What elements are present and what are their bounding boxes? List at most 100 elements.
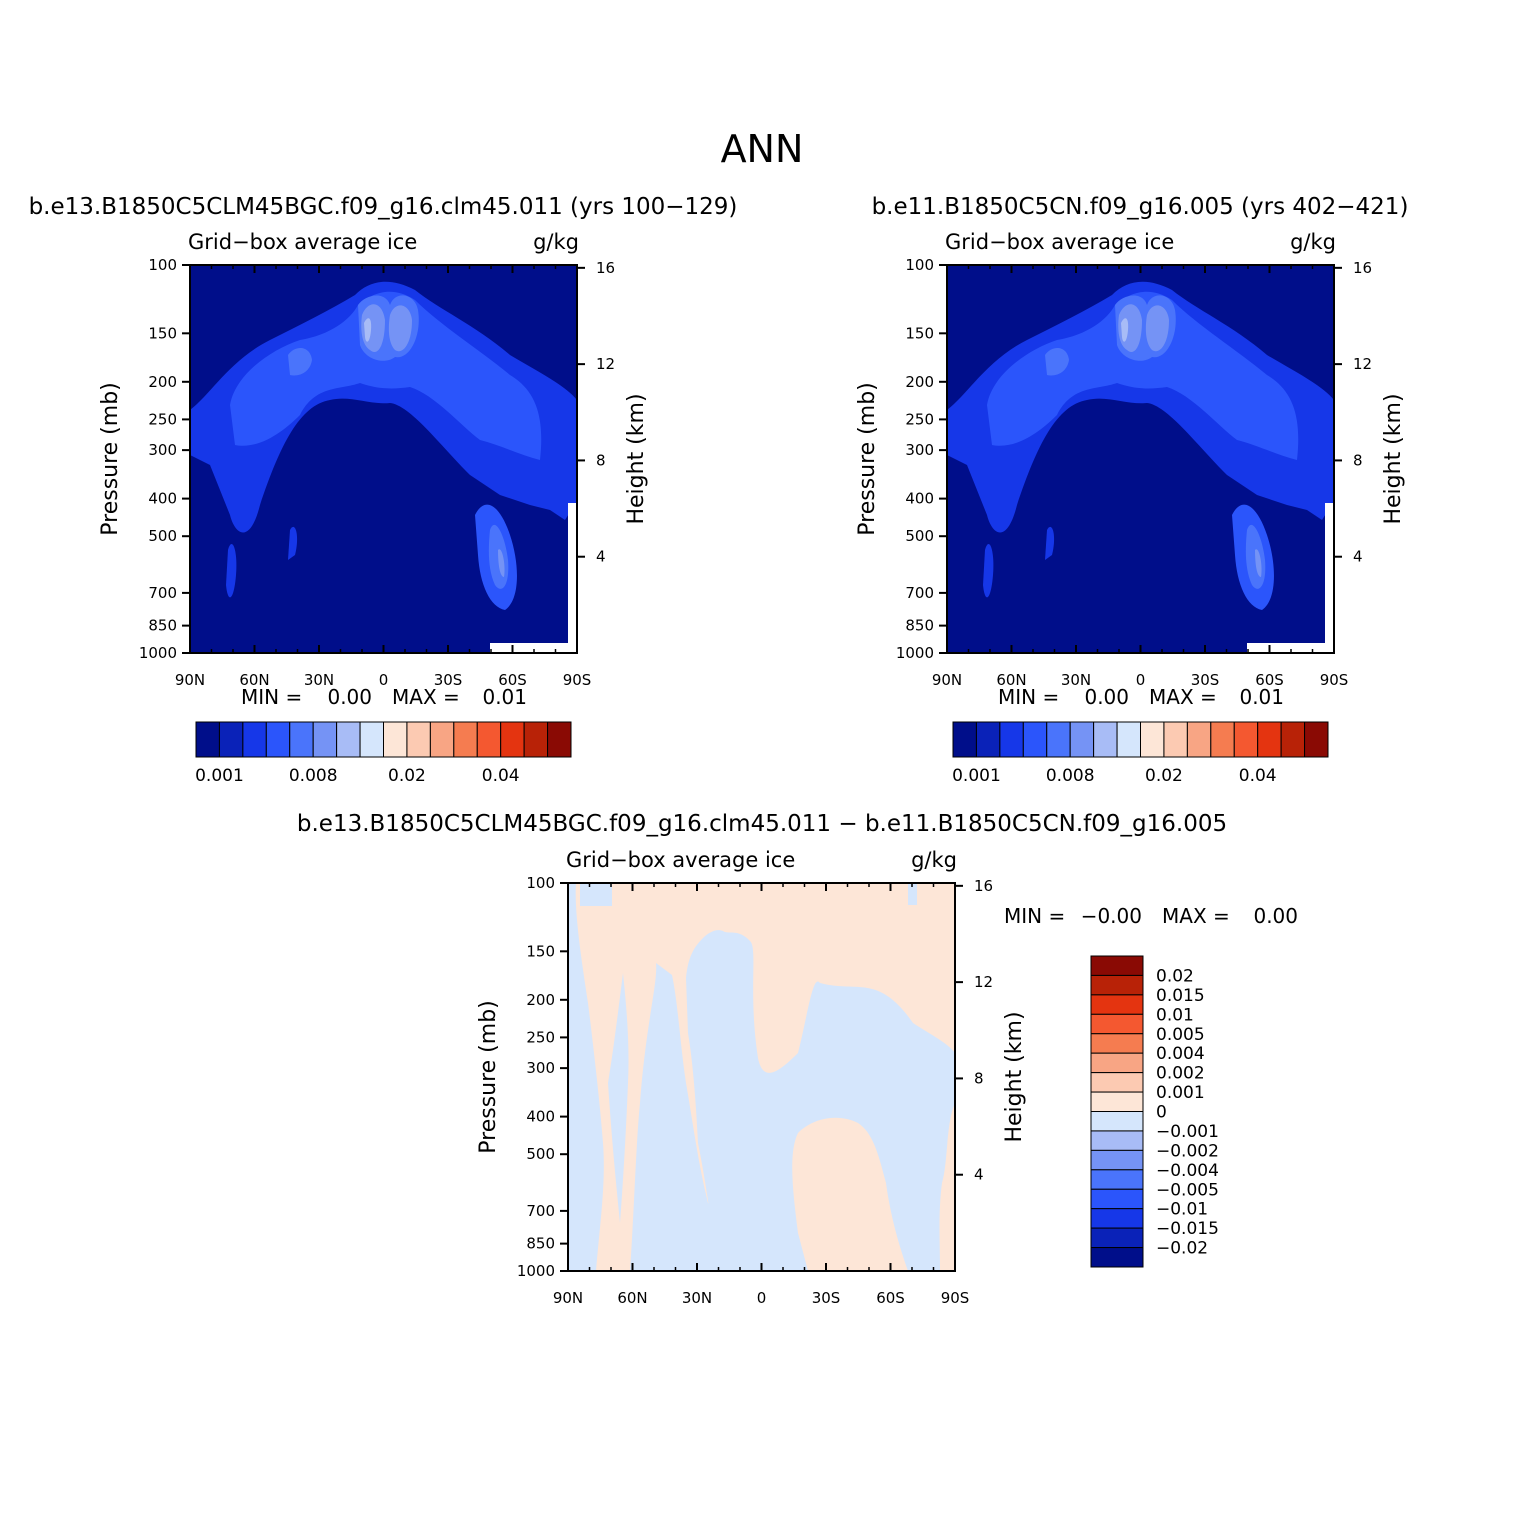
panel-1-ylabel: Pressure (mb)	[98, 382, 123, 536]
panel-2-colorbar-label: 0.008	[1046, 766, 1095, 786]
panel-3-colorbar-label: −0.005	[1156, 1180, 1219, 1200]
panel-1-colorbar-box	[242, 721, 267, 758]
panel-2-colorbar-box	[1257, 721, 1282, 758]
panel-3-ytick-label: 850	[526, 1235, 555, 1253]
panel-2-min-label: MIN =	[998, 685, 1059, 709]
panel-1-colorbar: 0.001 0.008 0.02 0.04	[195, 721, 572, 786]
panel-2-xtick-label: 60N	[996, 671, 1026, 689]
panel-2-xtick-label: 90N	[932, 671, 962, 689]
panel-1-colorbar-box	[476, 721, 502, 758]
panel-3-ytick-label: 1000	[517, 1262, 555, 1280]
panel-2-title: b.e11.B1850C5CN.f09_g16.005 (yrs 402−421…	[872, 194, 1409, 220]
panel-2-xtick-label: 60S	[1255, 671, 1284, 689]
panel-2-colorbar-box	[1280, 721, 1306, 758]
panel-1-ytick-label: 250	[148, 410, 177, 428]
panel-1-y2label: Height (km)	[624, 393, 649, 524]
panel-2-units-label: g/kg	[1290, 230, 1336, 254]
panel-2-colorbar-label: 0.02	[1145, 766, 1183, 786]
panel-3-ytick-label: 100	[526, 874, 555, 892]
panel-3-axes: 90N 60N 30N 0 30S 60S 90S 100 150 200 250 300 400 500…	[517, 874, 993, 1307]
panel-3-xtick-label: 30N	[682, 1289, 712, 1307]
panel-1-y2tick-label: 12	[596, 355, 615, 373]
panel-1-left-label: Grid−box average ice	[188, 230, 417, 254]
panel-1-max-label: MAX =	[392, 685, 460, 709]
panel-2-ytick-label: 300	[905, 441, 934, 459]
panel-2-colorbar-box	[952, 721, 977, 758]
panel-3-colorbar-box	[1090, 1052, 1144, 1074]
panel-1-max-value: 0.01	[482, 685, 527, 709]
panel-1-colorbar-box	[429, 721, 455, 758]
panel-3-colorbar-box	[1090, 1247, 1144, 1268]
panel-1-ytick-label: 400	[148, 490, 177, 508]
panel-3-colorbar-box	[1090, 1072, 1144, 1093]
panel-2-xtick-label: 30S	[1191, 671, 1220, 689]
panel-2-colorbar-box	[1140, 721, 1165, 758]
panel-2-colorbar-box	[1046, 721, 1071, 758]
panel-1-xtick-label: 30N	[304, 671, 334, 689]
panel-3-colorbar-label: −0.01	[1156, 1200, 1208, 1220]
panel-3-title: b.e13.B1850C5CLM45BGC.f09_g16.clm45.011 …	[297, 811, 1227, 837]
panel-2-colorbar-box	[1163, 721, 1188, 758]
panel-2-ytick-label: 200	[905, 373, 934, 391]
panel-3-colorbar-box	[1090, 955, 1144, 976]
panel-1-colorbar-label: 0.04	[482, 766, 520, 786]
panel-3-colorbar-box	[1090, 1169, 1144, 1190]
panel-2-colorbar-box	[1210, 721, 1235, 758]
panel-1-colorbar-box	[265, 721, 291, 758]
panel-3-colorbar-box	[1090, 1227, 1144, 1249]
panel-3-colorbar-label: 0.02	[1156, 966, 1194, 986]
panel-2-field	[947, 265, 1334, 653]
panel-3-colorbar-box	[1090, 1188, 1144, 1210]
panel-2-y2tick-label: 4	[1353, 548, 1363, 566]
panel-3-colorbar-label: 0.002	[1156, 1064, 1205, 1084]
panel-3-colorbar-label: −0.002	[1156, 1141, 1219, 1161]
panel-3-ytick-label: 150	[526, 942, 555, 960]
panel-1-ytick-label: 1000	[139, 644, 177, 662]
panel-2-ylabel: Pressure (mb)	[855, 382, 880, 536]
panel-2-y2tick-label: 16	[1353, 259, 1372, 277]
panel-1-units-label: g/kg	[533, 230, 579, 254]
panel-2-colorbar-box	[1069, 721, 1095, 758]
panel-2-y2tick-label: 12	[1353, 355, 1372, 373]
panel-2-xtick-label: 30N	[1061, 671, 1091, 689]
panel-2-colorbar-box	[975, 721, 1001, 758]
panel-1-colorbar-box	[336, 721, 361, 758]
panel-3-colorbar-label: 0.001	[1156, 1083, 1205, 1103]
panel-1-colorbar-box	[312, 721, 338, 758]
panel-1-ytick-label: 300	[148, 441, 177, 459]
panel-2-ytick-label: 400	[905, 490, 934, 508]
panel-3-colorbar-box	[1090, 994, 1144, 1015]
panel-3-colorbar-box	[1090, 974, 1144, 996]
panel-2-ytick-label: 500	[905, 527, 934, 545]
panel-3-xtick-label: 90N	[553, 1289, 583, 1307]
panel-1-xtick-label: 0	[379, 671, 389, 689]
panel-3-colorbar-label: 0.005	[1156, 1025, 1205, 1045]
panel-2-ytick-label: 100	[905, 256, 934, 274]
panel-1-xtick-label: 30S	[434, 671, 463, 689]
panel-1-colorbar-box	[453, 721, 478, 758]
panel-2-max-value: 0.01	[1239, 685, 1284, 709]
panel-3-left-label: Grid−box average ice	[566, 848, 795, 872]
panel-1-colorbar-label: 0.001	[195, 766, 244, 786]
panel-3-min-label: MIN =	[1004, 904, 1065, 928]
panel-1-y2tick-label: 16	[596, 259, 615, 277]
panel-3-xtick-label: 0	[757, 1289, 767, 1307]
panel-2-colorbar-box	[1116, 721, 1141, 758]
panel-3-colorbar-label: 0	[1156, 1103, 1167, 1123]
panel-1-colorbar-box	[406, 721, 431, 758]
panel-3-units-label: g/kg	[911, 848, 957, 872]
panel-1-xtick-label: 90N	[175, 671, 205, 689]
panel-1-field	[190, 265, 577, 653]
panel-3-ytick-label: 400	[526, 1108, 555, 1126]
panel-3-xtick-label: 60S	[876, 1289, 905, 1307]
panel-3-xtick-label: 60N	[617, 1289, 647, 1307]
panel-3-y2label: Height (km)	[1002, 1011, 1027, 1142]
panel-3-colorbar-box	[1090, 1033, 1144, 1054]
panel-3-colorbar-label: −0.015	[1156, 1219, 1219, 1239]
panel-1-colorbar-label: 0.02	[388, 766, 426, 786]
panel-3-colorbar-label: −0.004	[1156, 1161, 1219, 1181]
panel-3-ytick-label: 200	[526, 991, 555, 1009]
panel-3-colorbar-label: −0.02	[1156, 1239, 1208, 1259]
panel-1-ytick-label: 150	[148, 324, 177, 342]
panel-1-colorbar-box	[289, 721, 314, 758]
